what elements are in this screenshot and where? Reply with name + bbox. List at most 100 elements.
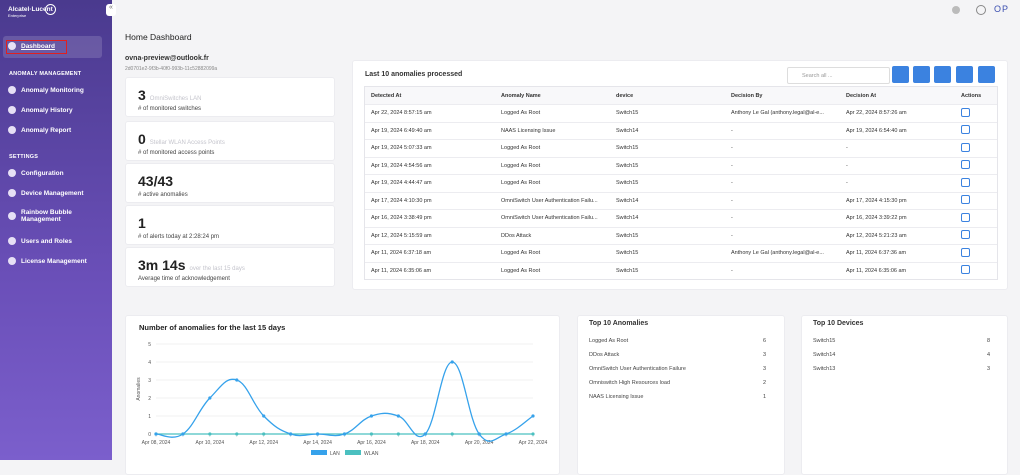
stat-value: 3 OmniSwitches LAN — [138, 87, 201, 103]
top-devices-card: Top 10 Devices Switch15 8 Switch14 4 Switch1… — [801, 315, 1008, 475]
column-header[interactable]: Detected At — [365, 87, 495, 105]
header-row: Detected At Anomaly Name device Decision By… — [365, 87, 997, 105]
toolbar-button[interactable] — [913, 66, 930, 83]
item-count: 3 — [763, 366, 767, 372]
table-row: Apr 19, 2024 5:07:33 am Logged As Root Swi… — [365, 139, 997, 158]
nav-icon — [8, 86, 16, 94]
legend-swatch — [345, 450, 361, 455]
toolbar-button[interactable] — [892, 66, 909, 83]
point — [315, 432, 320, 436]
point — [262, 432, 266, 436]
section-title: SETTINGS — [9, 154, 39, 160]
stat-card: 1 # of alerts today at 2:28:24 pm — [125, 205, 335, 245]
point — [450, 432, 454, 436]
cell: - — [840, 139, 955, 158]
item-count: 1 — [763, 394, 767, 400]
table-row: Apr 19, 2024 4:54:56 am Logged As Root Swi… — [365, 157, 997, 175]
action-button[interactable] — [961, 142, 970, 152]
x-tick-label: Apr 08, 2024 — [142, 440, 171, 446]
cell: NAAS Licensing Issue — [495, 122, 610, 140]
toolbar-button[interactable] — [978, 66, 995, 83]
nav-item[interactable]: Rainbow Bubble Management — [8, 209, 104, 223]
legend-label: WLAN — [364, 451, 379, 457]
stat-card: 3m 14s over the last 15 days Average time … — [125, 247, 335, 287]
action-button[interactable] — [961, 107, 970, 117]
nav-item[interactable]: Users and Roles — [8, 237, 104, 245]
cell: - — [725, 139, 840, 158]
nav-item[interactable]: License Management — [8, 257, 104, 265]
action-button[interactable] — [961, 195, 970, 205]
item-count: 8 — [987, 338, 991, 344]
nav-label: Dashboard — [21, 42, 55, 50]
nav-item[interactable]: Anomaly History — [8, 106, 104, 114]
stat-label: # of monitored switches — [138, 106, 202, 112]
nav-item[interactable]: Configuration — [8, 169, 104, 177]
table-title: Last 10 anomalies processed — [365, 71, 463, 78]
nav-icon — [8, 257, 16, 265]
toolbar-button[interactable] — [956, 66, 973, 83]
cell: OmniSwitch User Authentication Failu... — [495, 192, 610, 210]
nav-item[interactable]: Anomaly Report — [8, 126, 104, 134]
column-header[interactable]: Actions — [955, 87, 997, 105]
stat-hint: Stellar WLAN Access Points — [149, 140, 225, 146]
x-tick-label: Apr 10, 2024 — [196, 440, 225, 446]
item-name: Omniswitch High Resources load — [589, 380, 671, 386]
nav-icon — [8, 106, 16, 114]
cell: - — [725, 227, 840, 245]
nav-item[interactable]: Device Management — [8, 189, 104, 197]
item-name: DDos Attack — [589, 352, 620, 358]
cell: Apr 17, 2024 4:10:30 pm — [365, 192, 495, 210]
column-header[interactable]: device — [610, 87, 725, 105]
cell: Anthony Le Gal (anthony.legal@al-e... — [725, 104, 840, 123]
action-button[interactable] — [961, 160, 970, 170]
nav-icon — [8, 169, 16, 177]
nav-dashboard[interactable]: Dashboard — [8, 42, 104, 50]
cell: Switch15 — [610, 174, 725, 193]
y-tick-label: 4 — [148, 360, 151, 366]
column-header[interactable]: Anomaly Name — [495, 87, 610, 105]
point — [235, 432, 239, 436]
cell: Switch14 — [610, 122, 725, 140]
cell: Logged As Root — [495, 157, 610, 175]
y-tick-label: 2 — [148, 396, 151, 402]
table-row: Apr 22, 2024 8:57:15 am Logged As Root Swi… — [365, 104, 997, 123]
action-button[interactable] — [961, 212, 970, 222]
column-header[interactable]: Decision By — [725, 87, 840, 105]
cell: Apr 11, 2024 6:37:36 am — [840, 244, 955, 263]
action-button[interactable] — [961, 230, 970, 240]
actions-cell — [955, 139, 997, 158]
item-count: 2 — [763, 380, 767, 386]
help-icon[interactable] — [976, 5, 986, 15]
action-button[interactable] — [961, 265, 970, 275]
point — [531, 432, 535, 436]
notify-icon[interactable] — [952, 6, 960, 14]
column-header[interactable]: Decision At — [840, 87, 955, 105]
item-count: 3 — [987, 366, 991, 372]
cell: Switch15 — [610, 139, 725, 158]
cell: - — [725, 209, 840, 228]
item-name: Logged As Root — [589, 338, 629, 344]
toolbar-button[interactable] — [934, 66, 951, 83]
cell: Apr 19, 2024 5:07:33 am — [365, 139, 495, 158]
cell: Apr 17, 2024 4:15:30 pm — [840, 192, 955, 210]
nav-icon — [8, 237, 16, 245]
nav-item[interactable]: Anomaly Monitoring — [8, 86, 104, 94]
action-button[interactable] — [961, 177, 970, 187]
point — [208, 432, 212, 436]
table: Detected At Anomaly Name device Decision By… — [365, 87, 997, 279]
x-tick-label: Apr 12, 2024 — [249, 440, 278, 446]
cell: - — [840, 157, 955, 175]
cell: - — [725, 157, 840, 175]
item-count: 6 — [763, 338, 767, 344]
action-button[interactable] — [961, 125, 970, 135]
cell: Logged As Root — [495, 139, 610, 158]
stat-card: 0 Stellar WLAN Access Points # of monitore… — [125, 121, 335, 161]
collapse-button[interactable]: « — [106, 4, 116, 16]
nav-icon — [8, 126, 16, 134]
action-button[interactable] — [961, 247, 970, 257]
legend-swatch — [311, 450, 327, 455]
search[interactable]: Search all ... — [787, 67, 890, 84]
actions-cell — [955, 227, 997, 245]
brand: Alcatel·Lucent — [8, 6, 53, 13]
avatar[interactable]: OP — [994, 4, 1010, 14]
